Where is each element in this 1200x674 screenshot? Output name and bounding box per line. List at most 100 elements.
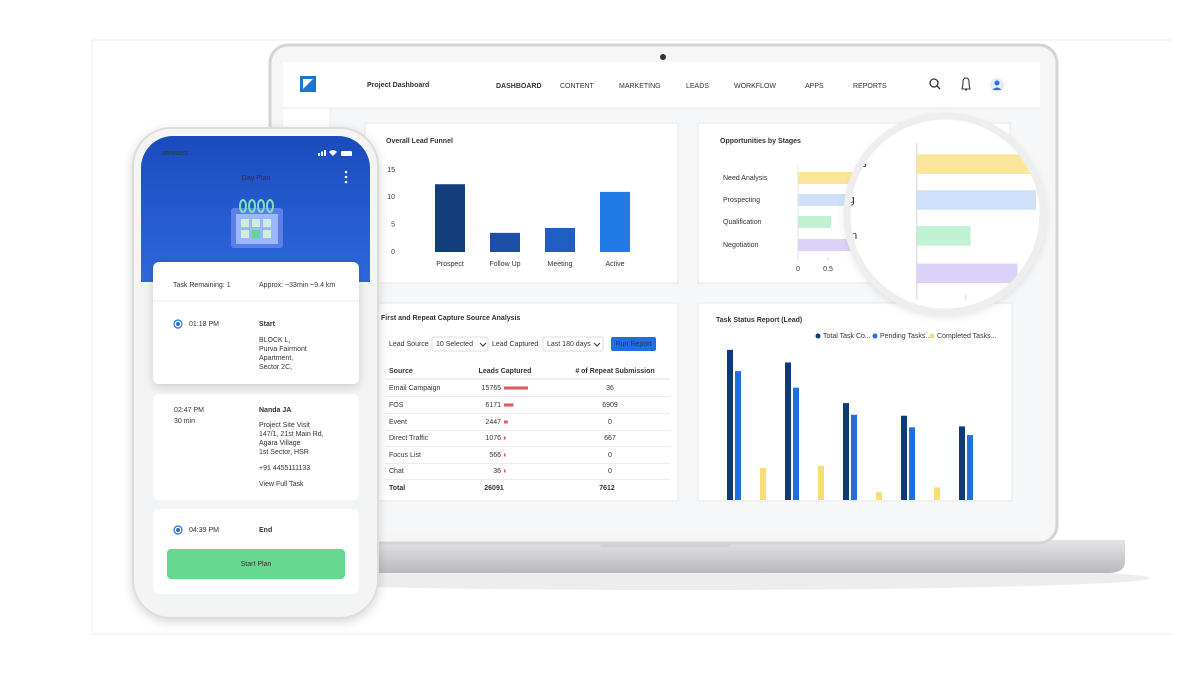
magnifier-lens: Need AnalysisProspectingQualificationNeg… xyxy=(847,142,1039,312)
cell: 566 xyxy=(489,452,501,459)
select-value: 10 Selected xyxy=(436,341,473,348)
y-category-label: Negotiation xyxy=(723,242,759,249)
nav-item: LEADS xyxy=(686,83,709,90)
nav-item: APPS xyxy=(805,83,824,90)
mini-bar xyxy=(504,403,514,407)
legend-marker xyxy=(872,333,878,339)
legend-label: Total Task Co... xyxy=(823,333,871,340)
cell: 36 xyxy=(606,385,614,392)
address-line: Agara Village xyxy=(259,440,301,447)
calendar-ring xyxy=(239,199,247,213)
mini-bar xyxy=(504,469,506,473)
y-category-label: Qualification xyxy=(723,219,762,226)
task-remaining: Task Remaining: 1 xyxy=(173,282,231,289)
total-cell: 26091 xyxy=(484,485,504,492)
cell: 0 xyxy=(608,419,612,426)
laptop-base xyxy=(222,540,1125,573)
address-line: Sector 2C, xyxy=(259,364,292,371)
bar xyxy=(967,435,973,500)
mini-bar xyxy=(504,436,506,440)
total-cell: Total xyxy=(389,485,405,492)
menu-dot xyxy=(344,180,348,184)
bar xyxy=(876,492,882,500)
nav-item: CONTENT xyxy=(560,83,595,90)
card-title: First and Repeat Capture Source Analysis xyxy=(381,315,520,322)
cell: 0 xyxy=(608,468,612,475)
legend-marker xyxy=(929,333,935,339)
bar xyxy=(843,403,849,500)
bar xyxy=(934,487,940,500)
bar xyxy=(916,226,971,246)
x-tick-label: 0 xyxy=(796,266,800,273)
magnified-chart: Need AnalysisProspectingQualificationNeg… xyxy=(847,142,1039,312)
address-line: BLOCK L, xyxy=(259,337,291,344)
bar xyxy=(916,154,1039,174)
menu-dot xyxy=(344,170,348,174)
address-line: 1st Sector, HSR xyxy=(259,449,309,456)
bar xyxy=(916,263,1018,284)
select[interactable] xyxy=(542,336,604,352)
bar xyxy=(901,415,907,500)
stop-duration: 30 min xyxy=(174,418,195,425)
bar xyxy=(793,387,799,500)
avatar-head xyxy=(994,80,1000,86)
x-tick-label: Meeting xyxy=(548,261,573,268)
bar xyxy=(600,191,630,252)
column-header: Leads Captured xyxy=(479,368,532,375)
magnifier-rim xyxy=(843,112,1047,316)
stop-phone: +91 4455111133 xyxy=(259,465,310,472)
card xyxy=(364,302,679,502)
start-button-label: Start Plan xyxy=(241,561,272,568)
task-card xyxy=(153,394,359,500)
caret xyxy=(479,342,487,347)
task-link[interactable]: View Full Task xyxy=(259,481,304,488)
logo-mark xyxy=(303,79,313,89)
calendar-ring xyxy=(248,199,256,213)
menu-dot xyxy=(344,175,348,179)
nav-item: DASHBOARD xyxy=(496,83,542,90)
select[interactable] xyxy=(431,336,489,352)
bar xyxy=(959,426,965,500)
button[interactable] xyxy=(611,337,656,351)
address-line: Apartment, xyxy=(259,355,293,362)
cell: 6171 xyxy=(485,402,501,409)
wifi-icon xyxy=(329,150,337,156)
mini-bar xyxy=(504,386,528,390)
y-tick-label: 5 xyxy=(391,222,395,229)
calendar-cell xyxy=(252,230,260,238)
nav-item: WORKFLOW xyxy=(734,83,776,90)
start-button[interactable] xyxy=(167,549,345,579)
chart-title: Overall Lead Funnel xyxy=(386,138,453,145)
address-line: Purva Fairmont xyxy=(259,346,307,353)
stop-name: Nanda JA xyxy=(259,407,291,414)
legend-marker xyxy=(815,333,821,339)
x-tick-label: Active xyxy=(605,261,624,268)
card xyxy=(364,122,679,284)
calendar-cell xyxy=(241,230,249,238)
signal-icon xyxy=(321,151,323,156)
cell: 0 xyxy=(608,452,612,459)
screen-title: Day Plan xyxy=(242,175,271,182)
mini-bar xyxy=(504,420,508,424)
status-label: services xyxy=(162,150,188,157)
column-header: Source xyxy=(389,368,413,375)
calendar-ring xyxy=(257,199,265,213)
bar xyxy=(735,371,741,500)
x-tick-label: 0.5 xyxy=(823,266,833,273)
avatar-body xyxy=(992,87,1002,90)
chart-title: Task Status Report (Lead) xyxy=(716,317,802,324)
cell: Focus List xyxy=(389,452,421,459)
bar xyxy=(435,184,465,252)
calendar-page xyxy=(236,214,278,244)
filter-label: Lead Captured xyxy=(492,341,538,348)
y-tick-label: 10 xyxy=(387,194,395,201)
x-tick-label: Follow Up xyxy=(489,261,520,268)
mini-bar xyxy=(504,453,506,457)
search-icon[interactable] xyxy=(929,78,939,88)
address-line: 147/1, 21st Main Rd, xyxy=(259,431,324,438)
button-label: Run Report xyxy=(616,341,652,348)
calendar-cell xyxy=(263,230,271,238)
battery-icon xyxy=(341,151,352,156)
y-category-label: Need Analysis xyxy=(723,175,768,182)
